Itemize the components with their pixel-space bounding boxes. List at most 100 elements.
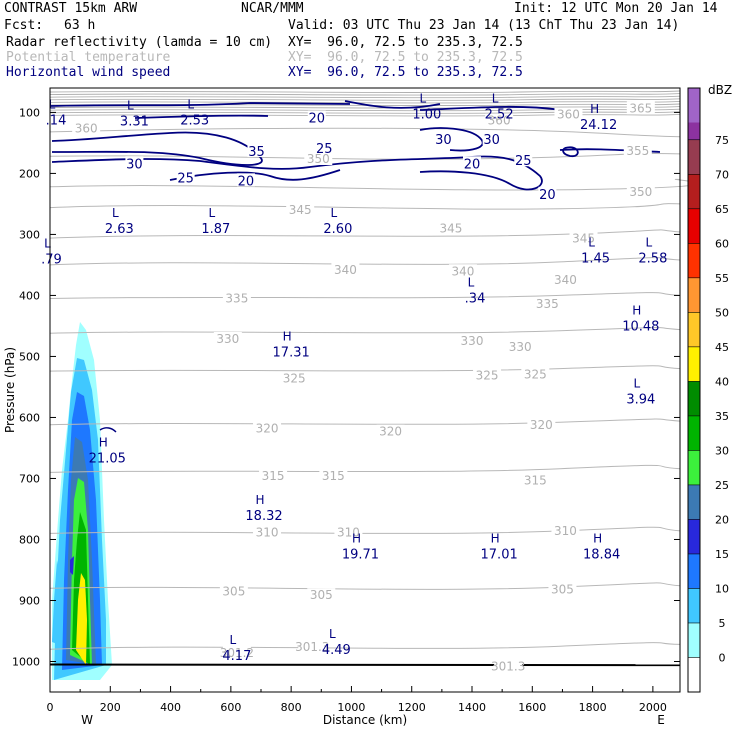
x-axis-label: Distance (km) [323, 713, 407, 727]
theta-label-bg-6 [626, 184, 655, 198]
y-axis-label: Pressure (hPa) [3, 347, 17, 433]
extremum-kind-19: H [491, 531, 500, 545]
extremum-kind-15: L [633, 376, 640, 390]
x-end-label-west: W [81, 713, 93, 727]
wind-label-0: 20 [308, 112, 325, 127]
extremum-kind-7: L [208, 206, 215, 220]
theta-label-bg-33 [222, 646, 251, 660]
x-end-label-east: E [657, 713, 665, 727]
theta-label-6: 350 [629, 185, 652, 199]
field-2-xy: XY= 96.0, 72.5 to 235.3, 72.5 [288, 50, 523, 65]
theta-label-27: 310 [256, 525, 279, 539]
colorbar-label-6: 30 [715, 444, 729, 457]
extremum-kind-8: L [331, 206, 338, 220]
extremum-kind-21: L [230, 633, 237, 647]
theta-label-bg-9 [569, 231, 598, 245]
wind-label-2: 25 [316, 142, 333, 157]
wind-contour-2 [134, 114, 269, 119]
x-tick-label-4: 800 [281, 701, 302, 714]
theta-label-32: 305 [551, 583, 574, 597]
wind-label-10: 20 [539, 188, 556, 203]
theta-label-17: 330 [509, 340, 532, 354]
reflectivity-fill-left [52, 560, 60, 645]
wind-contour-1 [344, 100, 441, 109]
extremum-value-7: 1.87 [201, 222, 230, 237]
x-tick-label-10: 2000 [639, 701, 667, 714]
theta-contour-5 [49, 257, 681, 266]
extremum-value-8: 2.60 [323, 222, 352, 237]
theta-label-bg-19 [473, 368, 502, 382]
wind-label-6: 30 [435, 133, 452, 148]
extremum-kind-12: L [468, 276, 475, 290]
extremum-value-21: 4.17 [222, 649, 251, 664]
extremum-value-9: .79 [41, 253, 62, 268]
extremum-value-12: .34 [465, 292, 486, 307]
theta-label-23: 320 [530, 418, 553, 432]
theta-label-bg-35 [494, 659, 523, 673]
theta-label-bg-8 [436, 221, 465, 235]
theta-label-22: 320 [379, 425, 402, 439]
colorbar-label-9: 45 [715, 341, 729, 354]
extremum-value-22: 4.49 [322, 643, 351, 658]
wind-contour-small [99, 427, 117, 433]
extremum-value-15: 3.94 [626, 392, 655, 407]
colorbar-swatch-0 [688, 657, 700, 692]
theta-label-bg-20 [521, 367, 550, 381]
extremum-value-1: 3.31 [120, 115, 149, 130]
y-tick-label-0: 100 [19, 106, 40, 119]
theta-label-bg-28 [334, 525, 363, 539]
wind-label-1: 35 [248, 145, 265, 160]
extremum-kind-1: L [127, 99, 134, 113]
theta-contour-6 [49, 292, 681, 299]
colorbar-label-7: 35 [715, 410, 729, 423]
colorbar-swatch-8 [688, 381, 700, 416]
extremum-kind-11: L [646, 235, 653, 249]
extremum-value-2: 2.53 [180, 114, 209, 129]
theta-contour-top-9 [49, 113, 681, 117]
colorbar-label-14: 70 [715, 168, 729, 181]
y-tick-label-5: 600 [19, 411, 40, 424]
wind-contour-8 [419, 105, 561, 111]
theta-label-2: 360 [557, 107, 580, 121]
y-tick-label-6: 700 [19, 472, 40, 485]
extremum-value-17: 18.32 [245, 509, 282, 524]
colorbar-swatch-9 [688, 346, 700, 382]
theta-contour-top-0 [49, 90, 681, 94]
org-label: NCAR/MMM [241, 1, 304, 16]
theta-label-21: 320 [256, 422, 279, 436]
x-tick-label-7: 1400 [458, 701, 486, 714]
extremum-value-6: 2.63 [105, 222, 134, 237]
wind-label-bg-7 [482, 131, 501, 145]
theta-label-1: 360 [488, 114, 511, 128]
theta-contour-4 [49, 229, 681, 239]
theta-label-35: 301.3 [491, 660, 525, 674]
colorbar-swatch-10 [688, 312, 700, 347]
theta-label-20: 325 [524, 367, 547, 381]
extremum-kind-17: H [256, 493, 265, 507]
extremum-kind-6: L [112, 206, 119, 220]
colorbar-swatch-14 [688, 174, 700, 209]
forecast-hour: 63 h [64, 18, 96, 33]
extremum-kind-18: H [352, 531, 361, 545]
x-tick-label-6: 1200 [398, 701, 426, 714]
wind-label-5: 20 [238, 174, 255, 189]
theta-label-bg-18 [280, 371, 309, 385]
theta-contour-top-6 [49, 106, 681, 109]
theta-contour-top-8 [49, 111, 681, 114]
colorbar-swatch-5 [688, 484, 700, 520]
theta-label-bg-22 [376, 424, 405, 438]
extremum-kind-9: L [44, 237, 51, 251]
extremum-kind-3: L [419, 91, 426, 105]
colorbar-swatch-7 [688, 415, 700, 451]
y-tick-label-3: 400 [19, 289, 40, 302]
y-tick-label-9: 1000 [12, 655, 40, 668]
theta-label-34: 301.3 [295, 640, 329, 654]
theta-label-16: 330 [461, 334, 484, 348]
extremum-value-0: .14 [46, 114, 67, 129]
colorbar-unit: dBZ [708, 83, 732, 97]
theta-contour-12 [49, 582, 681, 590]
theta-label-30: 305 [222, 585, 245, 599]
wind-contour-6 [419, 127, 484, 152]
theta-contour-13 [49, 642, 681, 650]
theta-label-29: 310 [554, 524, 577, 538]
